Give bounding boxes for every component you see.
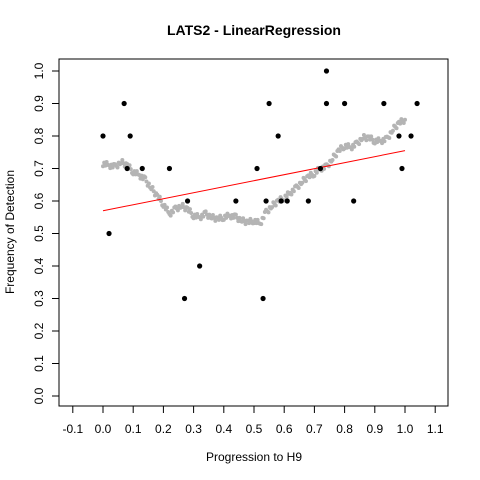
data-point <box>167 166 172 171</box>
smooth-point <box>244 222 248 226</box>
data-point <box>414 101 419 106</box>
y-tick-label: 0.0 <box>32 387 46 404</box>
smooth-point <box>266 210 270 214</box>
x-tick-label: 0.5 <box>246 422 263 436</box>
y-tick-label: 0.1 <box>32 355 46 372</box>
x-tick-label: 0.8 <box>336 422 353 436</box>
data-point <box>267 101 272 106</box>
smooth-point <box>364 138 368 142</box>
data-point <box>106 231 111 236</box>
y-tick-label: 0.5 <box>32 225 46 242</box>
data-point <box>125 166 130 171</box>
smooth-point <box>391 129 395 133</box>
smooth-point <box>334 154 338 158</box>
smooth-point <box>171 210 175 214</box>
x-tick-label: 0.1 <box>125 422 142 436</box>
x-tick-label: 1.1 <box>427 422 444 436</box>
data-point <box>324 68 329 73</box>
y-tick-label: 1.0 <box>32 62 46 79</box>
y-tick-label: 0.7 <box>32 160 46 177</box>
smooth-point <box>165 206 169 210</box>
x-tick-label: 0.6 <box>276 422 293 436</box>
smooth-point <box>274 204 278 208</box>
data-point <box>185 198 190 203</box>
data-point <box>260 296 265 301</box>
data-point <box>324 101 329 106</box>
data-point <box>140 166 145 171</box>
smooth-point <box>312 174 316 178</box>
data-point <box>306 198 311 203</box>
smooth-point <box>338 149 342 153</box>
data-point <box>285 198 290 203</box>
data-point <box>122 101 127 106</box>
x-tick-label: 0.3 <box>185 422 202 436</box>
smooth-point <box>300 181 304 185</box>
smooth-point <box>201 215 205 219</box>
data-point <box>100 133 105 138</box>
data-point <box>254 166 259 171</box>
smooth-point <box>403 118 407 122</box>
data-point <box>399 166 404 171</box>
smooth-point <box>115 166 119 170</box>
smooth-point <box>297 186 301 190</box>
smooth-point <box>259 222 263 226</box>
y-tick-label: 0.3 <box>32 290 46 307</box>
data-point <box>381 101 386 106</box>
x-tick-label: 0.7 <box>306 422 323 436</box>
data-point <box>408 133 413 138</box>
data-point <box>233 198 238 203</box>
data-point <box>128 133 133 138</box>
smooth-point <box>262 216 266 220</box>
x-tick-label: 0.0 <box>95 422 112 436</box>
x-tick-label: -0.1 <box>62 422 83 436</box>
x-tick-label: 0.9 <box>366 422 383 436</box>
smooth-point <box>213 219 217 223</box>
data-point <box>182 296 187 301</box>
smooth-point <box>158 195 162 199</box>
y-tick-label: 0.4 <box>32 257 46 274</box>
smooth-point <box>111 166 115 170</box>
y-tick-label: 0.9 <box>32 95 46 112</box>
y-tick-label: 0.8 <box>32 127 46 144</box>
smooth-point <box>315 171 319 175</box>
smooth-point <box>289 193 293 197</box>
y-tick-label: 0.2 <box>32 322 46 339</box>
smooth-point <box>270 205 274 209</box>
y-axis-label: Frequency of Detection <box>3 170 17 294</box>
data-point <box>276 133 281 138</box>
data-point <box>351 198 356 203</box>
smooth-point <box>357 142 361 146</box>
data-point <box>318 166 323 171</box>
x-tick-label: 0.2 <box>155 422 172 436</box>
smooth-point <box>189 211 193 215</box>
x-tick-label: 0.4 <box>215 422 232 436</box>
smooth-point <box>292 189 296 193</box>
y-tick-label: 0.6 <box>32 192 46 209</box>
smooth-point <box>169 214 173 218</box>
smooth-point <box>395 126 399 130</box>
smooth-point <box>147 181 151 185</box>
smooth-point <box>304 179 308 183</box>
data-point <box>197 263 202 268</box>
data-point <box>279 198 284 203</box>
data-point <box>342 101 347 106</box>
data-point <box>263 198 268 203</box>
chart-title: LATS2 - LinearRegression <box>167 22 341 38</box>
smooth-point <box>143 175 147 179</box>
smooth-point <box>387 136 391 140</box>
smooth-point <box>188 207 192 211</box>
smooth-point <box>151 185 155 189</box>
x-tick-label: 1.0 <box>397 422 414 436</box>
x-axis-label: Progression to H9 <box>206 450 302 464</box>
smooth-point <box>231 216 235 220</box>
smooth-point <box>352 145 356 149</box>
smooth-point <box>382 139 386 143</box>
smooth-point <box>331 158 335 162</box>
data-point <box>396 133 401 138</box>
